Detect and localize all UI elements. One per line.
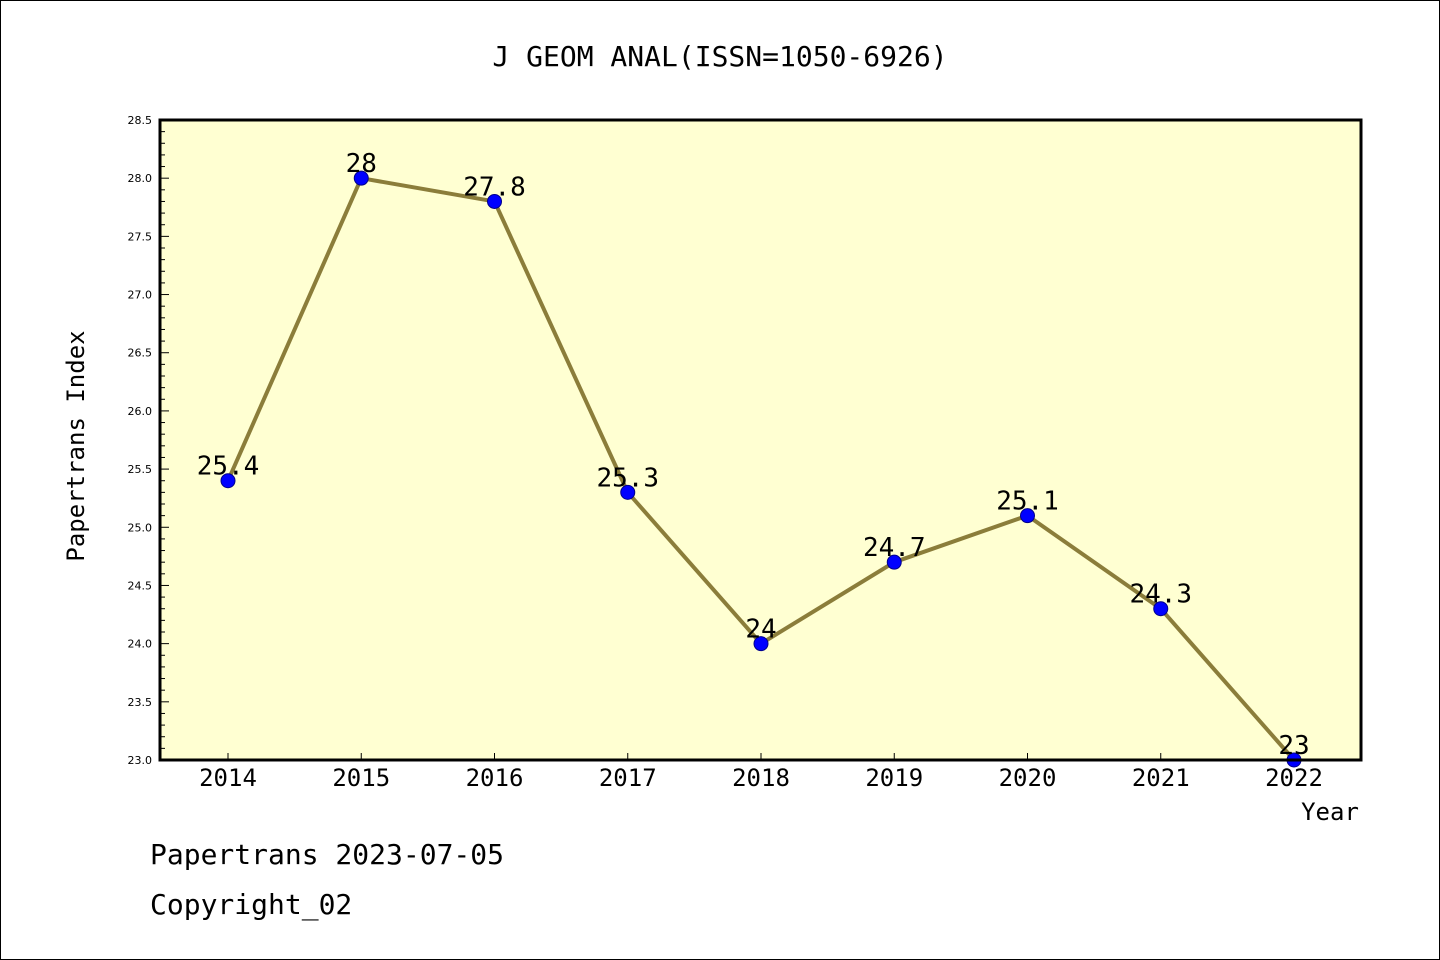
data-point-2015 — [353, 170, 369, 186]
data-point-2021 — [1153, 601, 1169, 617]
data-label-2016: 27.8 — [463, 172, 526, 202]
y-tick-label: 26.0 — [128, 405, 153, 418]
x-tick-label: 2020 — [999, 764, 1057, 792]
x-tick-label: 2022 — [1265, 764, 1323, 792]
data-label-2022: 23 — [1278, 731, 1309, 761]
data-point-2018 — [753, 636, 769, 652]
y-tick-label: 25.0 — [128, 521, 153, 534]
data-label-2014: 25.4 — [197, 452, 260, 482]
y-tick-label: 23.0 — [128, 754, 153, 767]
y-tick-label: 24.5 — [128, 579, 153, 592]
y-tick-label: 25.5 — [128, 463, 153, 476]
x-tick-label: 2017 — [599, 764, 657, 792]
plot-border — [158, 118, 1363, 762]
y-axis: 23.0 23.5 24.0 24.5 25.0 25.5 26.0 26.5 27.0 27.5… — [128, 114, 169, 767]
data-point-2020 — [1020, 508, 1035, 524]
x-tick-label: 2016 — [466, 764, 524, 792]
data-label-2017: 25.3 — [596, 463, 659, 493]
y-tick-label: 28.0 — [128, 172, 153, 185]
data-label-2015: 28 — [346, 149, 377, 179]
x-tick-label: 2018 — [732, 764, 790, 792]
x-tick-label: 2014 — [199, 764, 257, 792]
x-tick-label: 2021 — [1132, 764, 1190, 792]
data-label-2018: 24 — [745, 615, 776, 645]
plot-area — [160, 120, 1361, 760]
y-axis-label: Papertrans Index — [62, 330, 90, 561]
series-layer: 25.4 28 27.8 25.3 24 24.7 25.1 24.3 23 — [197, 149, 1310, 768]
y-tick-label: 28.5 — [128, 114, 153, 127]
data-point-2019 — [886, 554, 902, 570]
data-label-2019: 24.7 — [863, 533, 926, 563]
x-tick-label: 2019 — [865, 764, 923, 792]
y-tick-label: 24.0 — [128, 638, 153, 651]
y-tick-label: 23.5 — [128, 696, 153, 709]
data-point-2014 — [220, 473, 236, 489]
footer-date: Papertrans 2023-07-05 — [150, 838, 504, 871]
y-tick-label: 27.0 — [128, 289, 153, 302]
data-point-2017 — [620, 484, 636, 500]
y-tick-label: 27.5 — [128, 230, 153, 243]
data-label-2021: 24.3 — [1129, 580, 1192, 610]
x-tick-label: 2015 — [332, 764, 390, 792]
y-tick-label: 26.5 — [128, 347, 153, 360]
footer-copyright: Copyright_02 — [150, 888, 352, 922]
data-label-2020: 25.1 — [996, 487, 1059, 517]
chart-title: J GEOM ANAL(ISSN=1050-6926) — [492, 40, 947, 73]
x-axis: 2014 2015 2016 2017 2018 2019 2020 2021 2022 — [199, 753, 1323, 792]
data-point-2016 — [487, 193, 502, 209]
x-axis-label: Year — [1301, 798, 1359, 826]
